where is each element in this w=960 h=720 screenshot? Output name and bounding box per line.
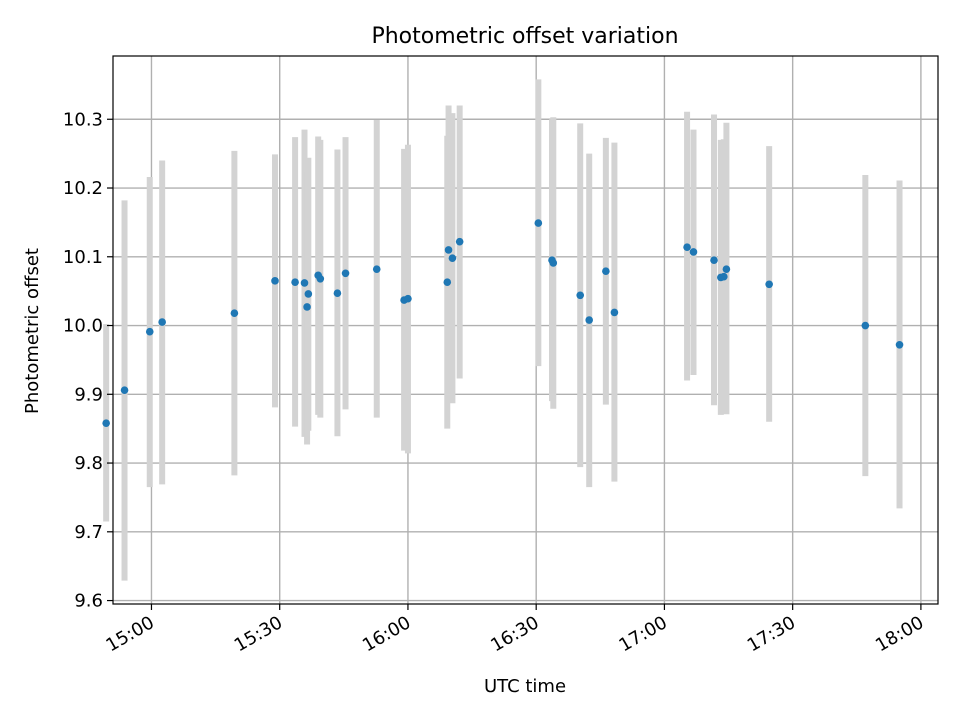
data-point	[602, 267, 610, 276]
y-tick-label: 9.7	[74, 522, 103, 543]
y-tick-label: 10.0	[63, 316, 103, 337]
data-point	[720, 272, 728, 281]
data-points	[102, 219, 904, 427]
y-tick-label: 10.3	[63, 109, 103, 130]
data-point	[120, 386, 129, 394]
chart-title: Photometric offset variation	[371, 24, 678, 49]
data-point	[710, 256, 718, 265]
data-point	[145, 327, 154, 336]
data-point	[765, 280, 773, 289]
data-point	[549, 259, 558, 267]
data-point	[448, 254, 457, 262]
y-tick-label: 10.2	[63, 178, 103, 199]
data-point	[895, 340, 904, 349]
y-tick-label: 9.8	[74, 453, 103, 474]
data-point	[683, 243, 691, 251]
plot-frame	[112, 55, 939, 605]
data-point	[341, 269, 350, 278]
y-tick-label: 9.6	[74, 591, 103, 612]
data-point	[455, 237, 464, 246]
data-point	[303, 303, 311, 311]
data-point	[443, 278, 452, 287]
data-point	[610, 308, 619, 317]
data-point	[158, 318, 166, 326]
data-point	[534, 219, 543, 227]
data-point	[404, 294, 412, 303]
data-point	[333, 289, 342, 298]
data-point	[585, 316, 593, 324]
data-point	[861, 321, 870, 330]
data-point	[689, 248, 698, 256]
data-point	[102, 419, 110, 427]
data-point	[722, 265, 731, 273]
gridlines	[113, 56, 938, 604]
x-axis-label: UTC time	[484, 676, 566, 697]
data-point	[304, 290, 313, 298]
data-point	[444, 246, 453, 254]
y-axis-label: Photometric offset	[22, 248, 43, 414]
data-point	[300, 279, 309, 287]
data-point	[576, 291, 585, 300]
data-point	[230, 309, 239, 317]
y-tick-label: 9.9	[74, 384, 103, 405]
data-point	[271, 277, 279, 285]
y-tick-label: 10.1	[63, 247, 103, 268]
data-point	[372, 265, 381, 273]
data-point	[316, 274, 325, 283]
data-point	[291, 278, 299, 287]
